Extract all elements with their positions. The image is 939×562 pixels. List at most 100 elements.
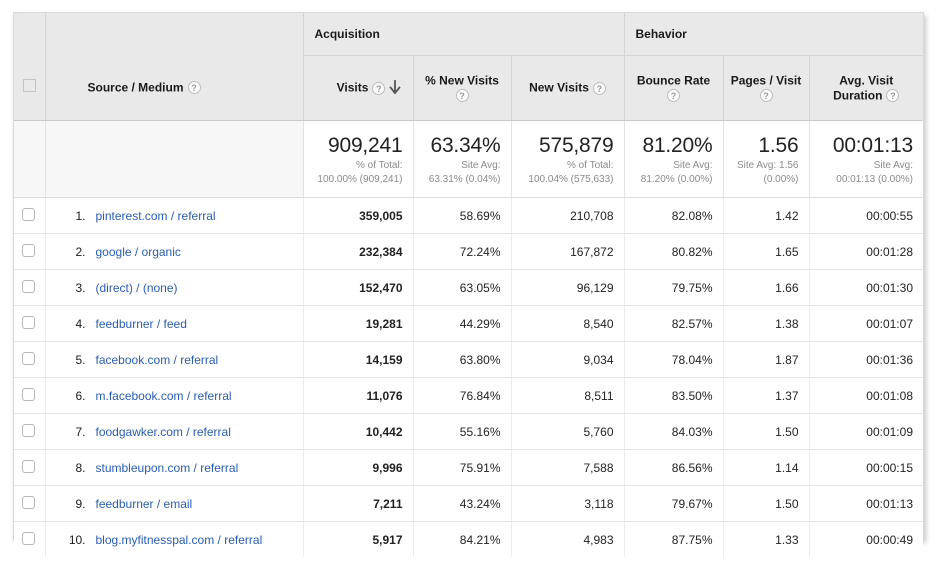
column-header-pages-per-visit[interactable]: Pages / Visit ? (723, 55, 810, 121)
column-header-visits[interactable]: Visits? (303, 55, 414, 121)
source-medium-link[interactable]: m.facebook.com / referral (95, 388, 232, 403)
row-new-visits-pct: 84.21% (413, 521, 512, 557)
row-source-cell: 2. google / organic (45, 233, 304, 270)
table-row: 6. m.facebook.com / referral 11,076 76.84% 8… (14, 377, 923, 414)
help-icon[interactable]: ? (886, 89, 900, 103)
help-icon[interactable]: ? (187, 81, 201, 95)
source-medium-link[interactable]: feedburner / email (95, 496, 193, 511)
summary-new-visits-value: 575,879 (538, 133, 614, 157)
row-avg-visit-duration: 00:01:08 (809, 377, 923, 414)
column-header-visits-label: Visits (336, 80, 369, 95)
row-index: 5. (75, 352, 86, 367)
summary-avg-visit-duration-value: 00:01:13 (832, 133, 913, 157)
row-source-cell: 8. stumbleupon.com / referral (45, 449, 304, 486)
column-header-new-visits[interactable]: New Visits? (511, 55, 625, 121)
row-checkbox-cell[interactable] (14, 377, 46, 414)
source-medium-link[interactable]: feedburner / feed (95, 316, 187, 331)
row-source-cell: 5. facebook.com / referral (45, 341, 304, 378)
row-new-visits-pct: 44.29% (413, 305, 512, 342)
row-checkbox-cell[interactable] (14, 521, 46, 557)
summary-visits-value: 909,241 (327, 133, 403, 157)
row-avg-visit-duration: 00:00:55 (809, 197, 923, 234)
table-row: 2. google / organic 232,384 72.24% 167,872 80… (14, 233, 923, 270)
checkbox-icon[interactable] (21, 351, 35, 365)
summary-visits: 909,241 % of Total: 100.00% (909,241) (303, 120, 414, 198)
summary-new-visits-pct-value: 63.34% (430, 133, 501, 157)
row-source-cell: 7. foodgawker.com / referral (45, 413, 304, 450)
source-medium-link[interactable]: google / organic (95, 244, 181, 259)
row-visits: 152,470 (303, 269, 414, 306)
checkbox-icon[interactable] (21, 423, 35, 437)
row-visits: 5,917 (303, 521, 414, 557)
checkbox-icon[interactable] (21, 387, 35, 401)
row-checkbox-cell[interactable] (14, 449, 46, 486)
row-new-visits-pct: 43.24% (413, 485, 512, 522)
row-bounce-rate: 87.75% (624, 521, 724, 557)
row-new-visits: 210,708 (511, 197, 625, 234)
row-index: 6. (75, 388, 86, 403)
row-pages-per-visit: 1.38 (723, 305, 810, 342)
checkbox-icon[interactable] (22, 79, 36, 93)
column-header-avg-visit-duration[interactable]: Avg. Visit Duration? (809, 55, 923, 121)
row-bounce-rate: 80.82% (624, 233, 724, 270)
row-checkbox-cell[interactable] (14, 233, 46, 270)
help-icon[interactable]: ? (667, 89, 680, 103)
group-header-row: Acquisition Behavior (14, 13, 923, 56)
table-row: 3. (direct) / (none) 152,470 63.05% 96,129 79… (14, 269, 923, 306)
column-header-bounce-rate[interactable]: Bounce Rate ? (624, 55, 724, 121)
summary-avg-visit-duration: 00:01:13 Site Avg: 00:01:13 (0.00%) (809, 120, 923, 198)
source-medium-link[interactable]: (direct) / (none) (95, 280, 178, 295)
source-medium-link[interactable]: facebook.com / referral (95, 352, 219, 367)
summary-bounce-rate-note-label: Site Avg: (673, 159, 713, 171)
table-row: 10. blog.myfitnesspal.com / referral 5,917… (14, 521, 923, 557)
table-row: 8. stumbleupon.com / referral 9,996 75.91% 7… (14, 449, 923, 486)
row-checkbox-cell[interactable] (14, 413, 46, 450)
row-checkbox-cell[interactable] (14, 485, 46, 522)
column-header-source-label: Source / Medium (87, 80, 184, 95)
select-all-checkbox-cell[interactable] (14, 55, 46, 121)
row-visits: 9,996 (303, 449, 414, 486)
row-pages-per-visit: 1.37 (723, 377, 810, 414)
help-icon[interactable]: ? (759, 89, 773, 103)
row-new-visits: 3,118 (511, 485, 625, 522)
source-medium-link[interactable]: pinterest.com / referral (95, 208, 216, 223)
checkbox-icon[interactable] (21, 531, 35, 545)
summary-new-visits-note-value: 100.04% (575,633) (528, 173, 614, 185)
row-checkbox-cell[interactable] (14, 269, 46, 306)
summary-row: 909,241 % of Total: 100.00% (909,241) 63… (14, 120, 923, 198)
help-icon[interactable]: ? (592, 81, 606, 95)
source-medium-link[interactable]: foodgawker.com / referral (95, 424, 231, 439)
help-icon[interactable]: ? (455, 89, 469, 103)
row-bounce-rate: 83.50% (624, 377, 724, 414)
column-header-new-visits-pct[interactable]: % New Visits ? (413, 55, 512, 121)
row-checkbox-cell[interactable] (14, 305, 46, 342)
column-header-source[interactable]: Source / Medium? (45, 55, 304, 121)
source-medium-link[interactable]: blog.myfitnesspal.com / referral (95, 532, 263, 547)
checkbox-icon[interactable] (21, 315, 35, 329)
checkbox-icon[interactable] (21, 243, 35, 257)
help-icon[interactable]: ? (372, 81, 386, 95)
row-checkbox-cell[interactable] (14, 341, 46, 378)
summary-pages-per-visit-value: 1.56 (758, 133, 799, 157)
row-pages-per-visit: 1.50 (723, 413, 810, 450)
checkbox-icon[interactable] (21, 207, 35, 221)
checkbox-icon[interactable] (21, 279, 35, 293)
row-bounce-rate: 84.03% (624, 413, 724, 450)
table-row: 1. pinterest.com / referral 359,005 58.69% 2… (14, 197, 923, 234)
row-checkbox-cell[interactable] (14, 197, 46, 234)
row-visits: 11,076 (303, 377, 414, 414)
row-pages-per-visit: 1.14 (723, 449, 810, 486)
summary-bounce-rate: 81.20% Site Avg: 81.20% (0.00%) (624, 120, 724, 198)
row-bounce-rate: 78.04% (624, 341, 724, 378)
row-index: 1. (75, 208, 86, 223)
row-source-cell: 1. pinterest.com / referral (45, 197, 304, 234)
row-avg-visit-duration: 00:01:36 (809, 341, 923, 378)
row-bounce-rate: 79.75% (624, 269, 724, 306)
checkbox-icon[interactable] (21, 495, 35, 509)
sort-descending-arrow-icon[interactable] (388, 80, 402, 96)
summary-pages-per-visit-note-value: (0.00%) (763, 173, 799, 185)
source-medium-link[interactable]: stumbleupon.com / referral (95, 460, 239, 475)
row-new-visits: 96,129 (511, 269, 625, 306)
column-header-new-visits-pct-label: % New Visits (425, 73, 499, 88)
checkbox-icon[interactable] (21, 459, 35, 473)
